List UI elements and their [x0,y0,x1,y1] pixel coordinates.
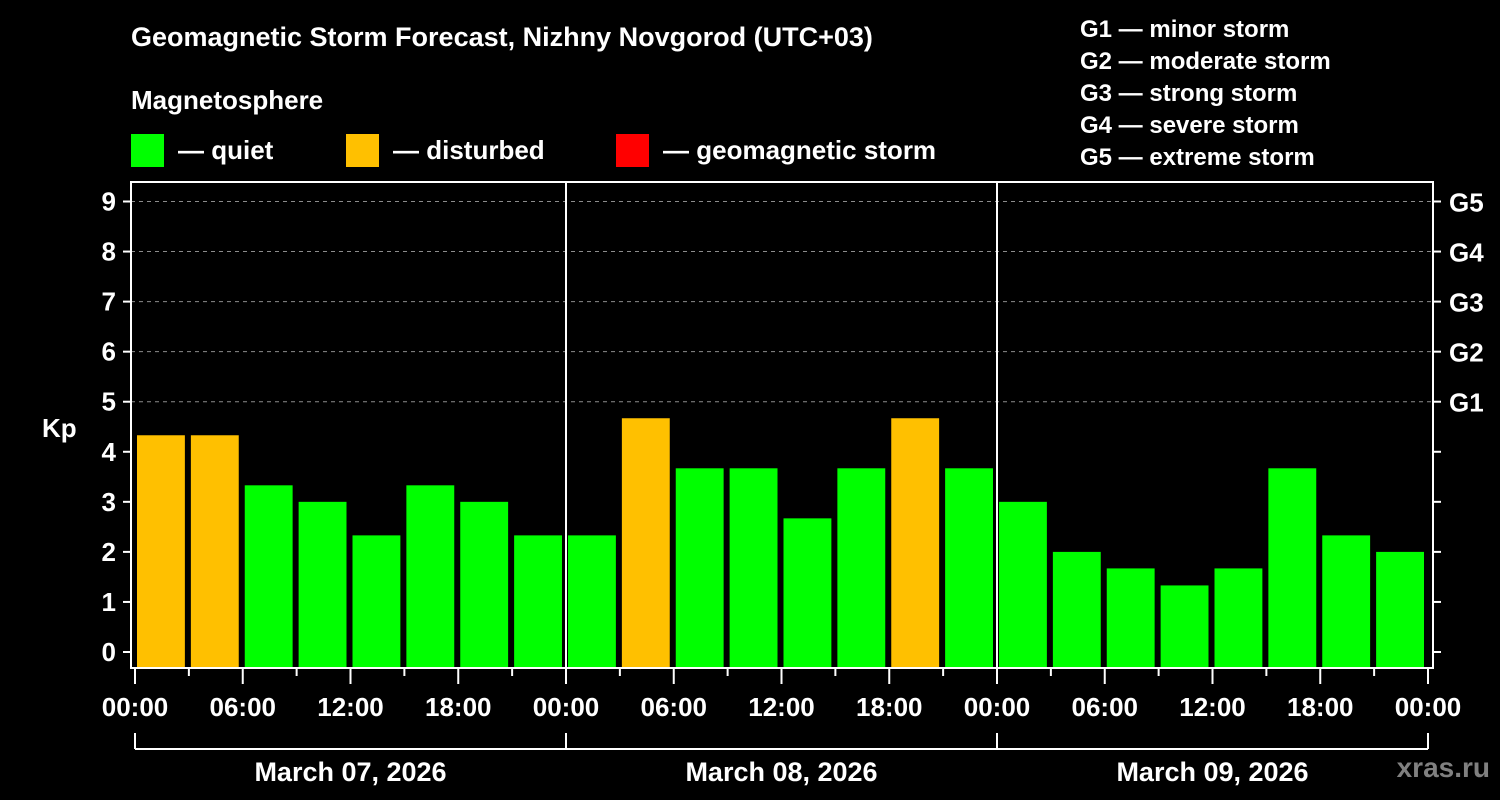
y-tick-label: 1 [102,587,116,617]
kp-bar [891,418,940,668]
legend-label-quiet: — quiet [178,135,274,165]
y-tick-label: 6 [102,337,116,367]
g-level-label: G1 [1449,388,1484,418]
g-level-label: G4 [1449,238,1484,268]
x-tick-label: 06:00 [641,692,708,722]
x-tick-label: 00:00 [533,692,600,722]
x-tick-label: 12:00 [317,692,384,722]
kp-bar [568,535,616,668]
g-scale-item: G2 — moderate storm [1080,48,1331,75]
kp-bar [621,418,670,668]
kp-bar [190,435,239,668]
y-tick-label: 2 [102,537,116,567]
legend-heading: Magnetosphere [131,85,324,115]
kp-bar [1376,551,1424,668]
quiet-swatch-icon [131,134,164,167]
kp-bar [1214,568,1263,668]
x-tick-label: 18:00 [1287,692,1354,722]
g-scale-item: G1 — minor storm [1080,16,1290,43]
kp-bar [514,535,562,668]
g-scale-item: G5 — extreme storm [1080,144,1315,171]
disturbed-swatch-icon [346,134,379,167]
y-tick-label: 3 [102,487,116,517]
legend-item-quiet: — quiet [131,134,273,167]
kp-bar [460,501,509,668]
kp-bar [945,468,993,668]
kp-bar [352,535,401,668]
watermark: xras.ru [1396,752,1490,783]
x-tick-label: 00:00 [102,692,169,722]
x-tick-label: 00:00 [1395,692,1462,722]
legend-item-storm: — geomagnetic storm [616,134,936,167]
x-tick-label: 00:00 [964,692,1031,722]
date-label: March 07, 2026 [254,757,446,787]
g-scale-legend: G1 — minor storm G2 — moderate storm G3 … [1080,14,1331,174]
y-tick-label: 0 [102,637,116,667]
y-tick-label: 7 [102,287,116,317]
kp-bar [137,435,185,668]
kp-bar [298,501,347,668]
kp-bar [675,468,724,668]
kp-bar [729,468,778,668]
kp-bar [1106,568,1155,668]
g-scale-item: G4 — severe storm [1080,112,1299,139]
x-tick-label: 06:00 [1072,692,1139,722]
g-level-label: G3 [1449,288,1484,318]
kp-bar [1268,468,1317,668]
x-tick-label: 12:00 [748,692,815,722]
date-label: March 09, 2026 [1116,757,1308,787]
kp-bar [837,468,886,668]
kp-bar [1322,535,1371,668]
x-tick-label: 06:00 [210,692,277,722]
kp-bar [406,485,455,668]
x-tick-label: 12:00 [1179,692,1246,722]
y-tick-label: 9 [102,187,116,217]
kp-bar [783,518,832,668]
date-label: March 08, 2026 [685,757,877,787]
legend-label-storm: — geomagnetic storm [663,135,937,165]
legend-label-disturbed: — disturbed [393,135,545,165]
kp-bar [244,485,293,668]
kp-bar [999,501,1047,668]
x-tick-label: 18:00 [425,692,492,722]
y-tick-label: 5 [102,387,116,417]
g-level-label: G2 [1449,338,1484,368]
kp-bar [1160,585,1209,668]
kp-bar [1052,551,1101,668]
storm-swatch-icon [616,134,649,167]
g-scale-item: G3 — strong storm [1080,80,1298,107]
legend-item-disturbed: — disturbed [346,134,545,167]
x-tick-label: 18:00 [856,692,923,722]
y-tick-label: 8 [102,237,116,267]
chart-title: Geomagnetic Storm Forecast, Nizhny Novgo… [131,22,873,52]
y-axis-label: Kp [42,413,77,443]
y-tick-label: 4 [102,437,117,467]
g-level-label: G5 [1449,188,1484,218]
